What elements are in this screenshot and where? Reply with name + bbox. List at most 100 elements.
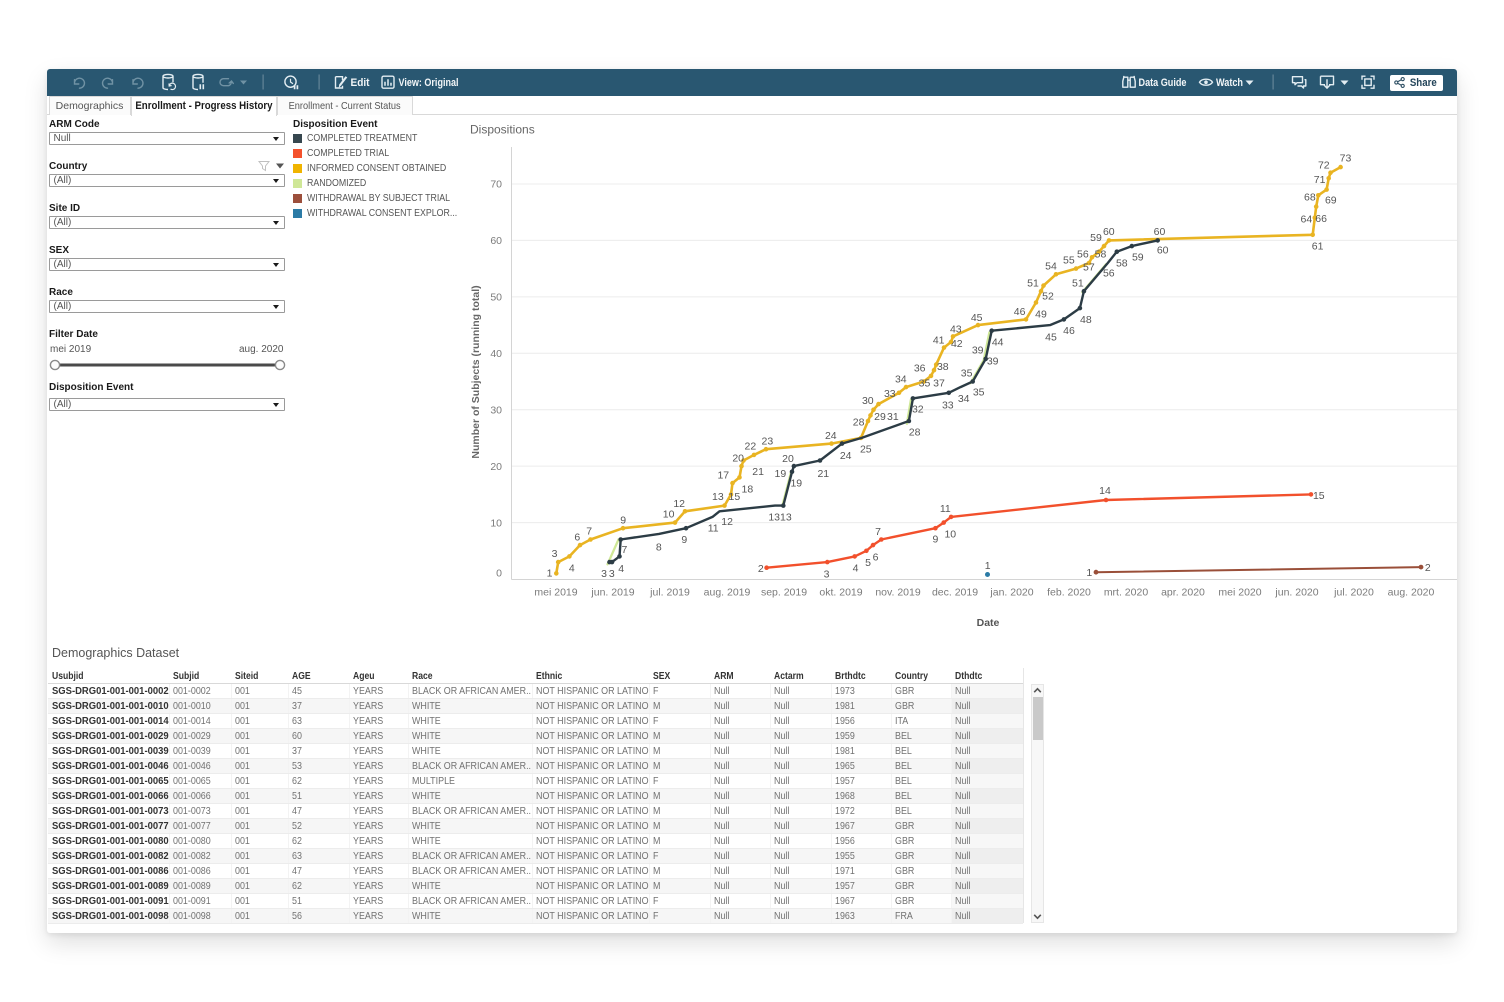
svg-text:38: 38 xyxy=(937,361,949,373)
svg-text:49: 49 xyxy=(1035,309,1047,321)
svg-text:9: 9 xyxy=(620,514,626,526)
svg-text:41: 41 xyxy=(933,334,945,346)
svg-text:35: 35 xyxy=(973,386,985,398)
svg-text:jul. 2019: jul. 2019 xyxy=(649,587,690,599)
svg-text:28: 28 xyxy=(853,416,865,428)
svg-text:24: 24 xyxy=(840,450,852,462)
svg-text:71: 71 xyxy=(1314,174,1326,186)
svg-text:39: 39 xyxy=(987,355,999,367)
svg-text:10: 10 xyxy=(944,529,956,541)
svg-text:46: 46 xyxy=(1014,306,1026,318)
svg-text:12: 12 xyxy=(721,516,733,528)
svg-text:59: 59 xyxy=(1090,232,1102,244)
svg-text:3: 3 xyxy=(552,548,558,560)
svg-text:33: 33 xyxy=(942,399,954,411)
svg-text:66: 66 xyxy=(1315,213,1327,225)
svg-text:57: 57 xyxy=(1083,262,1095,274)
svg-text:5: 5 xyxy=(865,557,871,569)
svg-text:29: 29 xyxy=(874,411,886,423)
svg-text:Watch: Watch xyxy=(1216,77,1243,89)
svg-text:30: 30 xyxy=(862,395,874,407)
svg-text:apr. 2020: apr. 2020 xyxy=(1161,587,1205,599)
svg-text:25: 25 xyxy=(860,443,872,455)
svg-text:19: 19 xyxy=(775,468,787,480)
svg-text:54: 54 xyxy=(1045,261,1057,273)
svg-text:60: 60 xyxy=(1154,226,1166,238)
svg-text:3: 3 xyxy=(609,568,615,580)
svg-text:69: 69 xyxy=(1325,195,1337,207)
svg-text:Dispositions: Dispositions xyxy=(470,123,535,137)
svg-text:19: 19 xyxy=(790,477,802,489)
svg-text:33: 33 xyxy=(884,388,896,400)
svg-text:4: 4 xyxy=(853,563,859,575)
svg-text:31: 31 xyxy=(887,411,899,423)
svg-text:23: 23 xyxy=(762,435,774,447)
svg-text:Number of Subjects (running to: Number of Subjects (running total) xyxy=(470,285,482,458)
svg-text:1313: 1313 xyxy=(768,512,792,524)
svg-text:Date: Date xyxy=(977,617,1000,629)
svg-text:46: 46 xyxy=(1063,325,1075,337)
svg-text:56: 56 xyxy=(1077,249,1089,261)
svg-text:6: 6 xyxy=(873,551,879,563)
svg-text:mei 2020: mei 2020 xyxy=(1218,587,1261,599)
svg-text:aug. 2020: aug. 2020 xyxy=(1388,587,1435,599)
svg-text:1: 1 xyxy=(547,567,553,579)
svg-text:okt. 2019: okt. 2019 xyxy=(819,587,862,599)
svg-text:3: 3 xyxy=(601,568,607,580)
svg-text:0: 0 xyxy=(496,568,502,580)
svg-text:4: 4 xyxy=(569,563,575,575)
svg-text:1: 1 xyxy=(1086,567,1092,579)
svg-text:60: 60 xyxy=(490,235,502,247)
svg-text:jul. 2020: jul. 2020 xyxy=(1333,587,1374,599)
svg-text:20: 20 xyxy=(782,453,794,465)
svg-text:37: 37 xyxy=(933,377,945,389)
svg-text:56: 56 xyxy=(1103,268,1115,280)
svg-text:22: 22 xyxy=(745,441,757,453)
svg-text:34: 34 xyxy=(895,373,907,385)
svg-text:11: 11 xyxy=(708,522,719,534)
svg-text:sep. 2019: sep. 2019 xyxy=(761,587,807,599)
svg-text:72: 72 xyxy=(1318,159,1330,171)
svg-text:14: 14 xyxy=(1099,485,1111,497)
svg-text:18: 18 xyxy=(742,484,754,496)
svg-text:35: 35 xyxy=(961,367,973,379)
svg-text:10: 10 xyxy=(490,517,502,529)
svg-text:1: 1 xyxy=(985,560,991,572)
svg-text:20: 20 xyxy=(490,461,502,473)
svg-text:Edit: Edit xyxy=(351,77,370,89)
svg-text:7: 7 xyxy=(875,526,881,538)
svg-text:jun. 2020: jun. 2020 xyxy=(1274,587,1318,599)
svg-text:dec. 2019: dec. 2019 xyxy=(932,587,978,599)
svg-text:7: 7 xyxy=(586,525,592,537)
svg-text:48: 48 xyxy=(1080,314,1092,326)
svg-text:10: 10 xyxy=(663,509,675,521)
svg-text:nov. 2019: nov. 2019 xyxy=(875,587,921,599)
svg-text:jun. 2019: jun. 2019 xyxy=(590,587,634,599)
svg-text:45: 45 xyxy=(1045,332,1057,344)
svg-text:32: 32 xyxy=(912,403,924,415)
svg-text:feb. 2020: feb. 2020 xyxy=(1047,587,1091,599)
svg-text:68: 68 xyxy=(1304,191,1316,203)
svg-text:15: 15 xyxy=(729,491,741,503)
svg-text:51: 51 xyxy=(1072,277,1084,289)
svg-text:50: 50 xyxy=(490,292,502,304)
svg-text:jan. 2020: jan. 2020 xyxy=(989,587,1033,599)
svg-text:58: 58 xyxy=(1116,257,1128,269)
svg-text:43: 43 xyxy=(950,323,962,335)
svg-text:2: 2 xyxy=(758,563,764,575)
svg-text:70: 70 xyxy=(490,179,502,191)
svg-text:51: 51 xyxy=(1027,277,1039,289)
svg-text:9: 9 xyxy=(681,534,687,546)
svg-text:42: 42 xyxy=(951,338,963,350)
svg-text:6: 6 xyxy=(574,531,580,543)
svg-text:aug. 2019: aug. 2019 xyxy=(704,587,751,599)
svg-text:34: 34 xyxy=(958,393,970,405)
svg-text:73: 73 xyxy=(1340,153,1352,165)
svg-text:4: 4 xyxy=(618,563,624,575)
svg-text:30: 30 xyxy=(490,404,502,416)
svg-text:39: 39 xyxy=(972,344,984,356)
svg-text:mei 2019: mei 2019 xyxy=(534,587,577,599)
svg-text:8: 8 xyxy=(656,542,662,554)
svg-text:60: 60 xyxy=(1157,244,1169,256)
svg-text:17: 17 xyxy=(717,469,729,481)
